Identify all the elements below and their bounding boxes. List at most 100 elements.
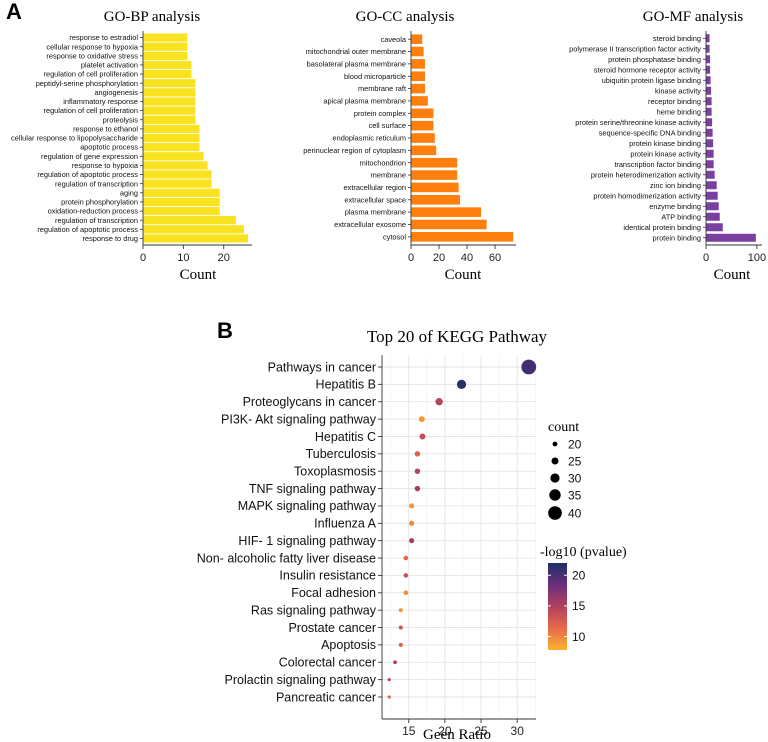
cc-category-label: plasma membrane: [345, 208, 406, 217]
bp-bar-11: [143, 133, 200, 143]
bp-bar-9: [143, 115, 196, 124]
kegg-pathway-label: Influenza A: [314, 517, 377, 531]
cc-category-label: apical plasma membrane: [323, 97, 406, 106]
bp-category-label: regulation of transcription: [55, 179, 138, 188]
cc-bar-0: [411, 34, 423, 44]
kegg-xtick-label: 15: [402, 724, 416, 738]
mf-bar-8: [706, 118, 713, 127]
count-legend-dot: [549, 489, 561, 501]
cc-category-label: mitochondrial outer membrane: [306, 47, 406, 56]
bp-category-label: peptidyl-serine phosphorylation: [36, 79, 138, 88]
go-mf-chart: GO-MF analysis Count steroid bindingpoly…: [569, 9, 766, 283]
mf-bar-17: [706, 212, 720, 221]
kegg-bubble: [521, 359, 537, 375]
kegg-xlabel: Geen Ratio: [423, 727, 491, 742]
mf-bar-10: [706, 139, 714, 148]
mf-bar-5: [706, 86, 712, 95]
mf-bar-13: [706, 170, 715, 179]
mf-category-label: ubiquitin protein ligase binding: [602, 76, 701, 85]
cc-category-label: cytosol: [383, 232, 406, 241]
kegg-bubble: [418, 416, 425, 423]
cc-category-label: membrane raft: [358, 84, 406, 93]
kegg-bubble: [435, 398, 443, 406]
mf-category-label: protein homodimerization activity: [593, 191, 701, 200]
bp-bar-12: [143, 143, 200, 152]
kegg-pathway-label: HIF- 1 signaling pathway: [238, 534, 376, 548]
cc-category-label: caveola: [381, 35, 407, 44]
kegg-pathway-label: PI3K- Akt signaling pathway: [221, 412, 377, 426]
kegg-pathway-label: Prolactin signaling pathway: [225, 673, 377, 687]
kegg-xtick-label: 30: [511, 724, 525, 738]
mf-bar-12: [706, 160, 714, 169]
bp-category-label: regulation of gene expression: [41, 152, 138, 161]
kegg-bubble: [403, 573, 409, 578]
cc-category-label: endoplasmic reticulum: [332, 134, 406, 143]
pvalue-legend-title: -log10 (pvalue): [540, 545, 627, 560]
cc-category-label: protein complex: [354, 109, 406, 118]
cc-bar-16: [411, 232, 514, 242]
cc-bar-15: [411, 219, 487, 230]
kegg-pathway-label: Pancreatic cancer: [276, 690, 376, 704]
kegg-bubble: [398, 642, 403, 647]
mf-bar-15: [706, 191, 718, 200]
kegg-bubble: [414, 485, 421, 492]
kegg-panel-background: [382, 355, 536, 719]
kegg-pathway-label: TNF signaling pathway: [249, 482, 377, 496]
bp-bar-2: [143, 51, 188, 60]
kegg-bubble: [419, 433, 426, 440]
cc-bar-5: [411, 96, 428, 106]
kegg-pathway-label: Apoptosis: [321, 638, 376, 652]
count-legend-value: 35: [568, 488, 582, 502]
kegg-pathway-label: Hepatitis B: [316, 378, 376, 392]
count-legend-value: 30: [568, 471, 582, 485]
cc-xtick-label: 0: [408, 252, 414, 264]
go-cc-title: GO-CC analysis: [356, 9, 455, 25]
mf-bar-0: [706, 34, 710, 43]
cc-bar-14: [411, 207, 481, 217]
bp-bar-4: [143, 69, 192, 79]
mf-bar-9: [706, 128, 713, 137]
mf-bar-2: [706, 55, 711, 64]
bp-category-label: regulation of apoptotic process: [37, 225, 138, 234]
mf-category-label: ATP binding: [661, 212, 701, 221]
mf-category-label: protein kinase activity: [630, 149, 701, 158]
mf-bar-3: [706, 65, 711, 74]
cc-xtick-label: 40: [461, 252, 473, 264]
bp-category-label: proteolysis: [103, 115, 139, 124]
bp-category-label: protein phosphorylation: [61, 198, 138, 207]
bp-bar-14: [143, 161, 208, 170]
mf-category-label: protein binding: [653, 233, 702, 242]
kegg-bubble: [414, 451, 421, 457]
bp-bar-21: [143, 225, 244, 234]
cc-category-label: extracellular space: [344, 195, 406, 204]
cc-bar-3: [411, 71, 425, 82]
go-mf-title: GO-MF analysis: [643, 9, 744, 25]
mf-category-label: polymerase II transcription factor activ…: [569, 44, 701, 53]
mf-bar-19: [706, 233, 756, 242]
bp-category-label: cellular response to hypoxia: [46, 42, 139, 51]
go-cc-xlabel: Count: [445, 267, 483, 283]
mf-category-label: identical protein binding: [623, 223, 701, 232]
cc-category-label: extracellular region: [344, 183, 406, 192]
go-cc-chart: GO-CC analysis Count caveola mitochondria…: [303, 9, 516, 283]
mf-category-label: enzyme binding: [649, 202, 701, 211]
kegg-pathway-label: MAPK signaling pathway: [238, 499, 377, 513]
kegg-bubble: [456, 379, 467, 389]
kegg-pathway-label: Insulin resistance: [279, 569, 376, 583]
bp-bar-0: [143, 33, 188, 42]
bp-category-label: inflammatory response: [63, 97, 138, 106]
cc-bar-1: [411, 46, 424, 57]
bp-bar-17: [143, 188, 220, 197]
count-legend-value: 40: [568, 506, 582, 520]
bp-category-label: regulation of cell proliferation: [44, 70, 139, 79]
bp-category-label: regulation of transcription: [55, 216, 138, 225]
mf-category-label: steroid hormone receptor activity: [594, 65, 702, 74]
pvalue-colorbar-label: 20: [572, 569, 586, 583]
mf-bar-18: [706, 223, 723, 232]
cc-bar-12: [411, 182, 459, 193]
kegg-bubble: [387, 695, 391, 699]
kegg-bubble: [409, 538, 415, 544]
go-mf-xlabel: Count: [714, 267, 752, 283]
pvalue-colorbar: [548, 563, 567, 650]
